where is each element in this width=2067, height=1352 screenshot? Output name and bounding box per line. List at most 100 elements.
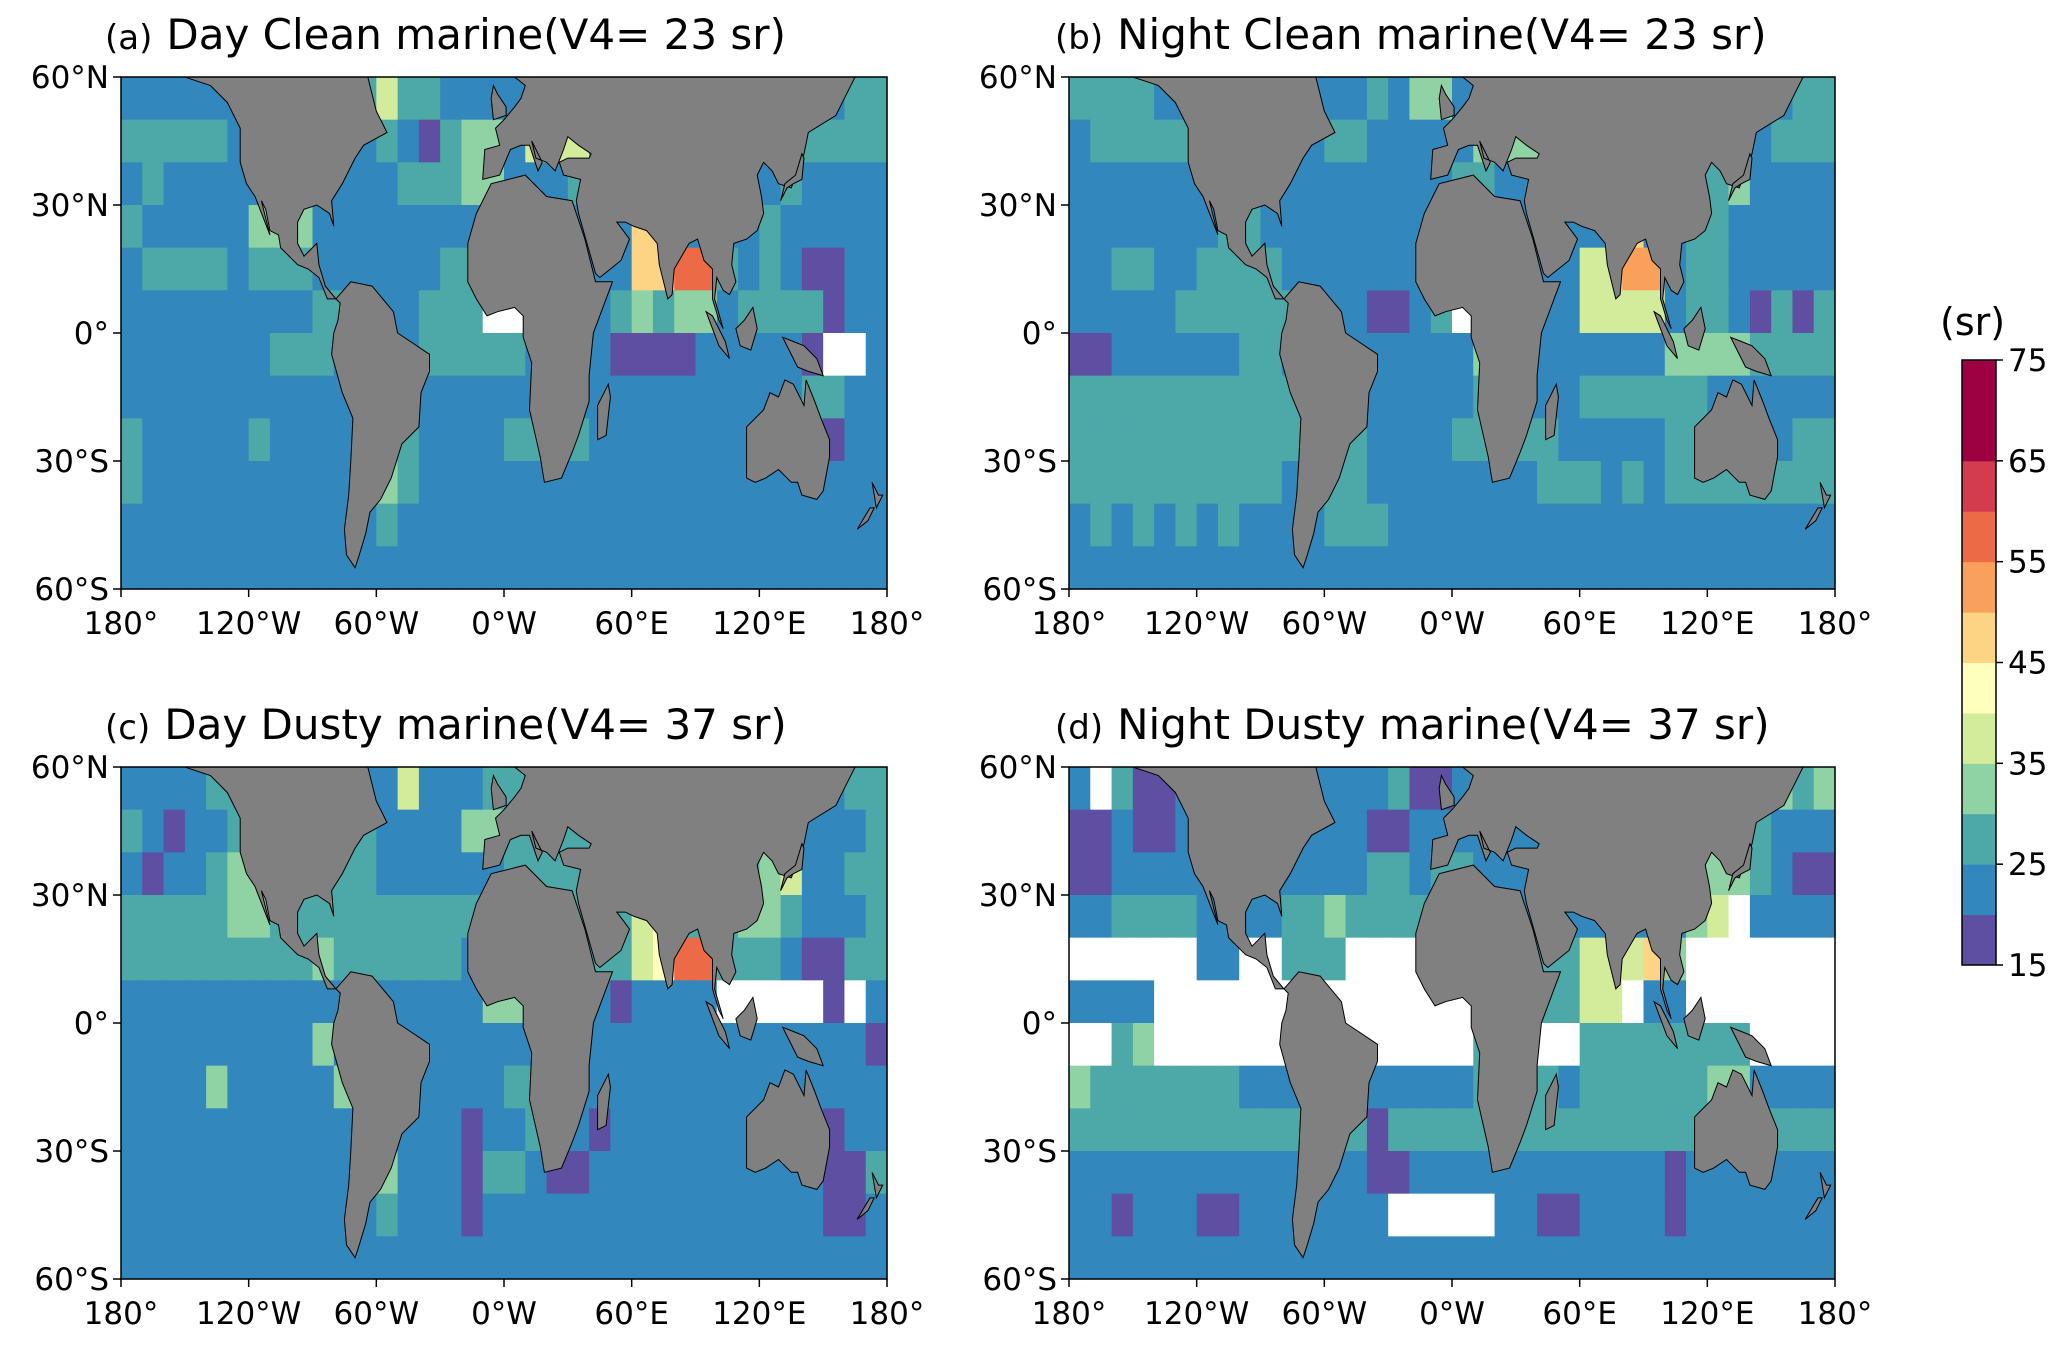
grid-cell: [525, 1193, 548, 1237]
grid-cell: [1813, 119, 1836, 163]
grid-cell: [759, 1023, 782, 1067]
grid-cell: [1792, 809, 1815, 853]
grid-cell: [1558, 1023, 1581, 1067]
grid-cell: [1600, 1023, 1623, 1067]
grid-cell: [1111, 1065, 1134, 1109]
grid-cell: [1132, 77, 1155, 121]
grid-cell: [1366, 247, 1389, 291]
grid-cell: [121, 461, 143, 505]
grid-cell: [1090, 1236, 1113, 1280]
grid-cell: [355, 1236, 377, 1280]
grid-cell: [1366, 980, 1389, 1024]
panel-heading: Day Dusty marine(V4= 37 sr): [164, 700, 787, 749]
grid-cell: [418, 767, 441, 811]
land-new-zealand-north: [871, 482, 884, 510]
grid-cell: [1260, 333, 1283, 377]
grid-cell: [716, 980, 739, 1024]
grid-cell: [1111, 852, 1134, 896]
grid-cell: [1366, 119, 1389, 163]
grid-cell: [695, 333, 718, 377]
land-madagascar: [597, 1072, 611, 1131]
grid-cell: [1260, 375, 1283, 419]
grid-cell: [461, 1151, 484, 1195]
grid-cell: [823, 205, 846, 249]
grid-cell: [1600, 1193, 1623, 1237]
grid-cell: [1345, 980, 1368, 1024]
grid-cell: [823, 461, 846, 505]
land-uk: [490, 83, 507, 121]
grid-cell: [461, 418, 484, 462]
grid-cell: [695, 1236, 718, 1280]
grid-cell: [759, 290, 782, 334]
grid-cell: [674, 1065, 697, 1109]
grid-cell: [227, 895, 250, 939]
land-borneo: [735, 996, 758, 1041]
colorbar-bin: [1962, 511, 1996, 563]
grid-cell: [206, 1108, 228, 1152]
grid-cell: [844, 333, 867, 377]
land-new-zealand: [1804, 507, 1824, 530]
grid-cell: [1281, 895, 1304, 939]
grid-cell: [1154, 333, 1176, 377]
grid-cell: [1792, 1065, 1815, 1109]
grid-cell: [1132, 247, 1155, 291]
grid-cell: [610, 1193, 633, 1237]
grid-cell: [1813, 77, 1836, 121]
grid-cell: [823, 980, 846, 1024]
grid-cell: [440, 1023, 463, 1067]
grid-cell: [1111, 1193, 1134, 1237]
y-tick-label: 30°N: [31, 188, 109, 224]
grid-cell: [1579, 333, 1602, 377]
grid-cell: [142, 937, 165, 981]
land-africa: [1415, 174, 1562, 483]
grid-cell: [418, 546, 441, 590]
grid-cell: [1111, 546, 1134, 590]
grid-cell: [652, 1193, 675, 1237]
grid-cell: [1175, 937, 1198, 981]
grid-cell: [397, 852, 420, 896]
grid-cell: [1132, 1065, 1155, 1109]
grid-cell: [163, 546, 186, 590]
grid-cell: [1090, 767, 1113, 811]
grid-cell: [1154, 546, 1176, 590]
grid-cell: [1452, 333, 1474, 377]
grid-cell: [1409, 375, 1432, 419]
grid-cell: [1749, 503, 1772, 547]
grid-cell: [355, 205, 377, 249]
grid-cell: [355, 162, 377, 206]
grid-cell: [504, 1065, 526, 1109]
y-tick-label: 0°: [74, 1006, 109, 1042]
grid-cell: [504, 1151, 526, 1195]
grid-cell: [695, 1151, 718, 1195]
grid-cell: [1579, 937, 1602, 981]
grid-cell: [1239, 1151, 1262, 1195]
grid-cell: [1069, 937, 1091, 981]
grid-cell: [227, 503, 250, 547]
grid-cell: [1494, 1193, 1517, 1237]
grid-cell: [1366, 895, 1389, 939]
grid-cell: [674, 290, 697, 334]
grid-cell: [121, 205, 143, 249]
land-south-america: [1279, 971, 1378, 1259]
grid-cell: [716, 290, 739, 334]
grid-cell: [1111, 503, 1134, 547]
grid-cell: [1409, 852, 1432, 896]
grid-cell: [567, 1236, 590, 1280]
grid-cell: [504, 1108, 526, 1152]
grid-cell: [865, 895, 888, 939]
grid-cell: [206, 852, 228, 896]
grid-cell: [780, 980, 803, 1024]
grid-cell: [844, 852, 867, 896]
grid-cell: [1622, 546, 1645, 590]
grid-cell: [418, 1193, 441, 1237]
grid-cell: [1111, 1151, 1134, 1195]
grid-cell: [823, 247, 846, 291]
panel-title: (b) Night Clean marine(V4= 23 sr): [1055, 10, 1835, 70]
grid-cell: [163, 767, 186, 811]
grid-cell: [1132, 333, 1155, 377]
grid-cell: [1643, 418, 1666, 462]
grid-cell: [1792, 503, 1815, 547]
grid-cell: [142, 461, 165, 505]
grid-cell: [1239, 1193, 1262, 1237]
grid-cell: [1771, 1065, 1794, 1109]
